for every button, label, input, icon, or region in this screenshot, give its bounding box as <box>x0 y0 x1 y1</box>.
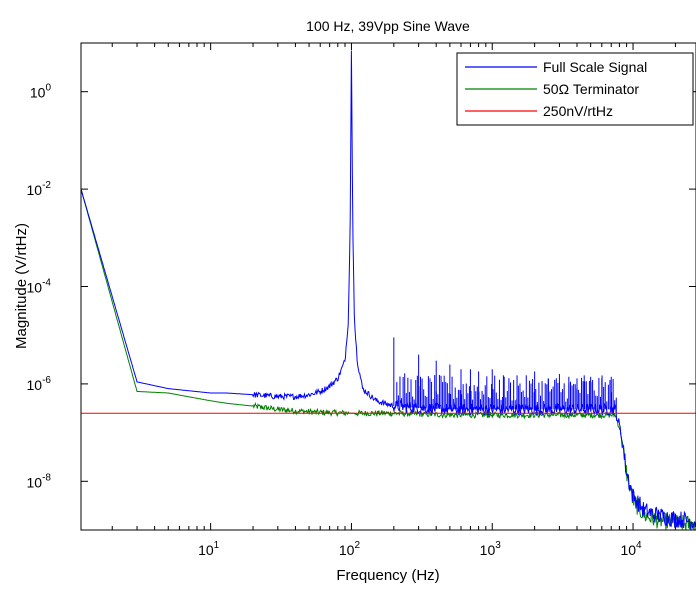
x-tick-label: 102 <box>339 540 361 558</box>
series-line-full-scale-signal <box>81 50 696 530</box>
x-tick-label: 101 <box>198 540 220 558</box>
y-tick-label: 100 <box>30 83 52 101</box>
y-tick-label: 10-2 <box>27 180 52 198</box>
chart-title: 100 Hz, 39Vpp Sine Wave <box>306 18 470 34</box>
legend-label: 50Ω Terminator <box>543 81 639 97</box>
y-axis-label: Magnitude (V/rtHz) <box>13 223 30 349</box>
x-axis-label: Frequency (Hz) <box>336 567 439 584</box>
y-tick-label: 10-4 <box>27 278 52 296</box>
y-axis-ticks: 100 10-2 10-4 10-6 10-8 <box>27 83 696 490</box>
legend-label: Full Scale Signal <box>543 59 647 75</box>
x-tick-label: 103 <box>480 540 502 558</box>
x-axis-ticks: 101 102 103 104 <box>111 43 676 558</box>
series-line-50-terminator <box>81 188 696 530</box>
plot-lines <box>81 50 696 530</box>
y-tick-label: 10-8 <box>27 472 52 490</box>
x-tick-label: 104 <box>620 540 642 558</box>
legend-label: 250nV/rtHz <box>543 103 613 119</box>
y-tick-label: 10-6 <box>27 375 52 393</box>
legend: Full Scale Signal 50Ω Terminator 250nV/rtH… <box>456 52 694 126</box>
